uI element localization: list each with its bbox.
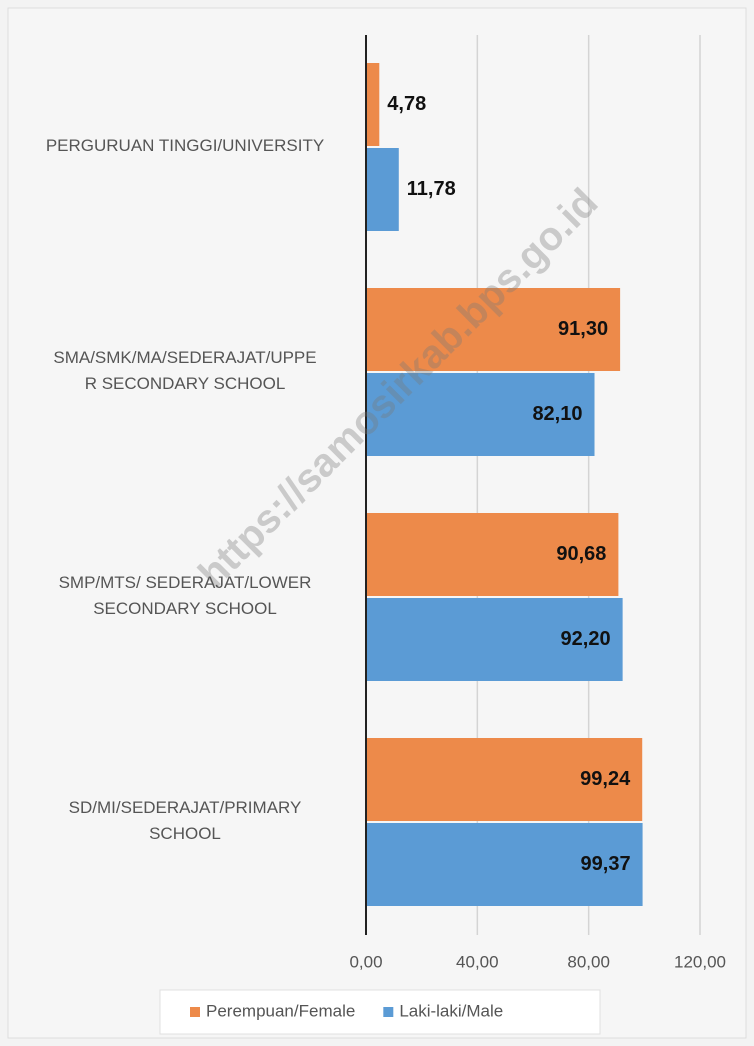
x-tick-label: 0,00 — [349, 952, 382, 971]
bar — [366, 373, 595, 456]
bar — [366, 823, 643, 906]
value-label: 82,10 — [532, 403, 582, 425]
legend-box — [159, 989, 601, 1035]
value-label: 90,68 — [556, 543, 606, 565]
bar — [366, 598, 623, 681]
legend-swatch — [383, 1007, 394, 1017]
legend-swatch — [190, 1007, 200, 1017]
bar — [366, 513, 619, 596]
x-tick-label: 80,00 — [567, 952, 610, 971]
value-label: 91,30 — [558, 318, 608, 340]
value-label: 11,78 — [407, 178, 456, 200]
category-label: SMP/MTS/ SEDERAJAT/LOWER SECONDARY SCHOO… — [58, 573, 312, 618]
legend-label: Perempuan/Female — [206, 1001, 355, 1020]
value-label: 99,37 — [581, 853, 631, 875]
value-label: 92,20 — [561, 628, 611, 650]
bar — [366, 738, 643, 821]
x-tick-label: 120,00 — [674, 952, 726, 971]
category-label: SD/MI/SEDERAJAT/PRIMARY SCHOOL — [68, 798, 302, 843]
value-label: 4,78 — [387, 93, 426, 115]
bar — [366, 63, 380, 146]
bar — [366, 288, 621, 371]
x-tick-label: 40,00 — [456, 952, 499, 971]
value-label: 99,24 — [580, 768, 631, 790]
legend-label: Laki-laki/Male — [399, 1001, 503, 1020]
bar — [366, 148, 399, 231]
category-label: PERGURUAN TINGGI/UNIVERSITY — [45, 136, 325, 155]
category-label: SMA/SMK/MA/SEDERAJAT/UPPE R SECONDARY SC… — [53, 348, 317, 393]
